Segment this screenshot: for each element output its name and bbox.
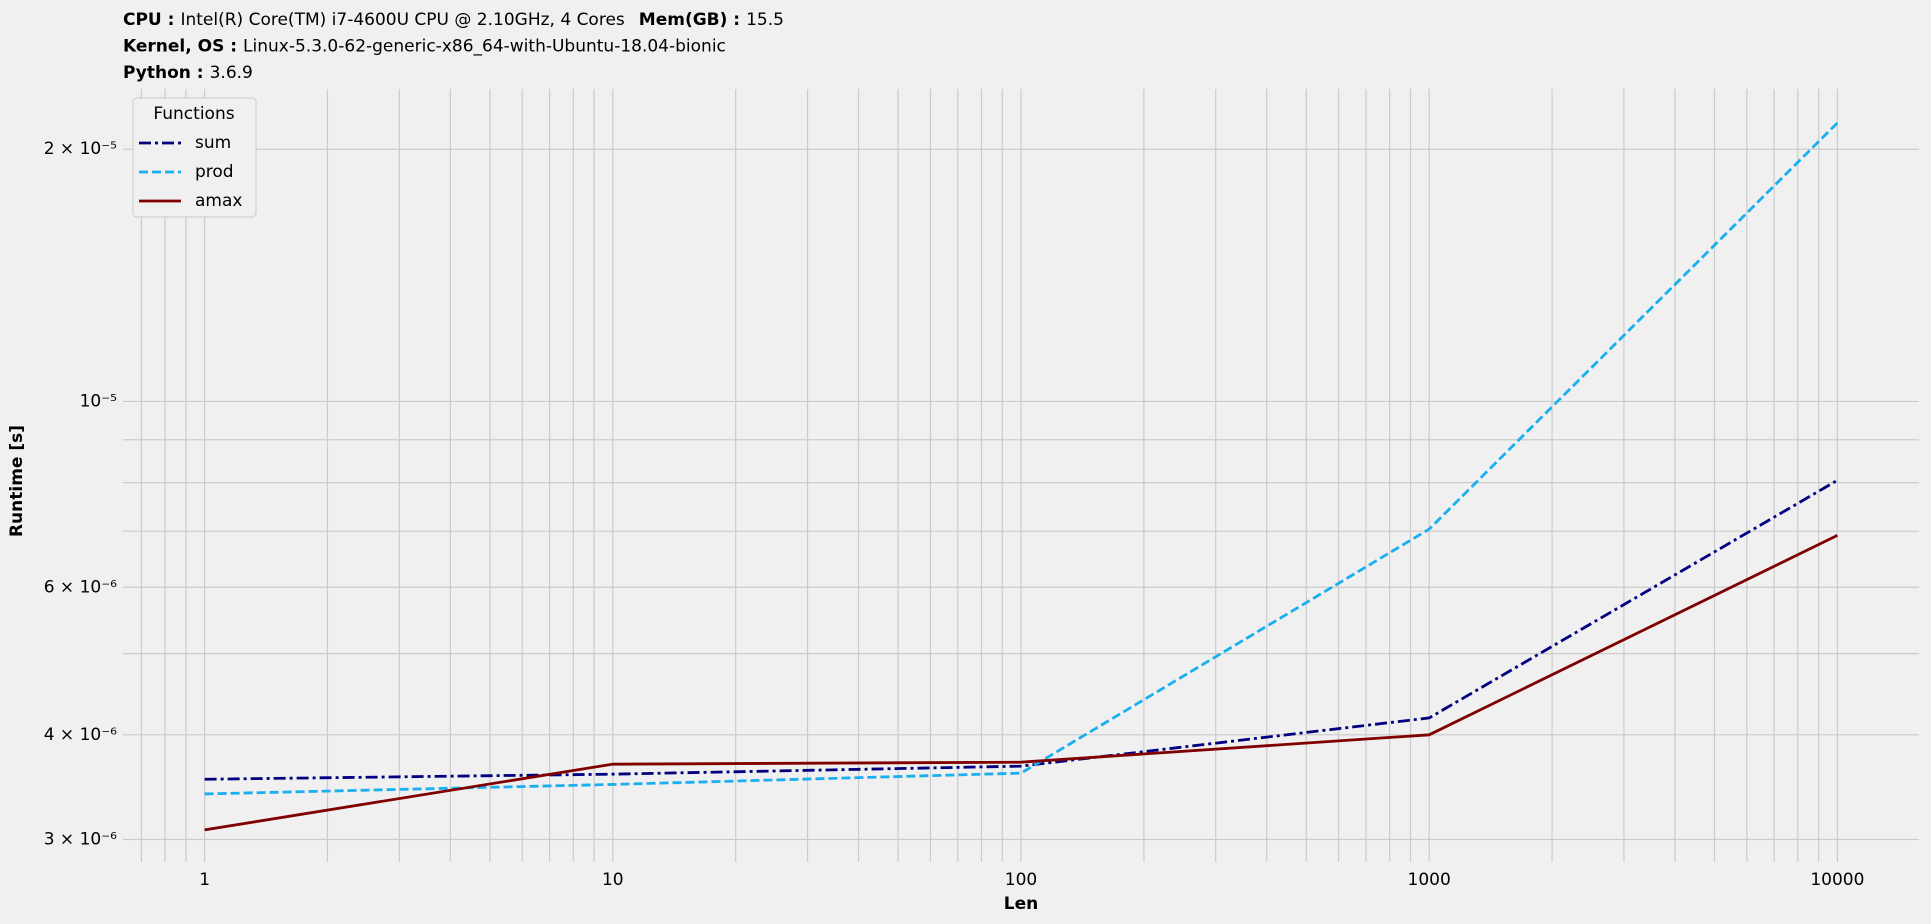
header-key: CPU : xyxy=(123,10,174,30)
header-key: Python : xyxy=(123,63,204,83)
series-line xyxy=(204,121,1839,796)
y-axis-label: Runtime [s] xyxy=(7,425,27,537)
x-tick-label: 10 xyxy=(602,870,624,890)
series-line xyxy=(204,534,1838,832)
y-tick-label: 6 × 10⁻⁶ xyxy=(44,577,117,597)
y-tick-label: 10⁻⁵ xyxy=(80,391,117,411)
header-line: CPU : Intel(R) Core(TM) i7-4600U CPU @ 2.… xyxy=(123,10,784,30)
x-tick-label: 1000 xyxy=(1408,870,1451,890)
series-line xyxy=(204,479,1839,781)
x-tick-label: 1 xyxy=(199,870,210,890)
x-tick-label: 100 xyxy=(1005,870,1037,890)
legend-box xyxy=(132,97,257,218)
header-value: 15.5 xyxy=(746,10,784,30)
legend-label: sum xyxy=(195,133,231,153)
header-key: Kernel, OS : xyxy=(123,37,237,57)
y-tick-label: 4 × 10⁻⁶ xyxy=(44,725,117,745)
y-tick-label: 3 × 10⁻⁶ xyxy=(44,829,117,849)
legend-label: amax xyxy=(195,191,242,211)
legend-label: prod xyxy=(195,162,234,182)
x-tick-label: 10000 xyxy=(1810,870,1864,890)
header-value: Linux-5.3.0-62-generic-x86_64-with-Ubunt… xyxy=(243,37,726,57)
x-axis-label: Len xyxy=(1004,894,1038,914)
header-value: Intel(R) Core(TM) i7-4600U CPU @ 2.10GHz… xyxy=(180,10,624,30)
y-tick-label: 2 × 10⁻⁵ xyxy=(44,139,117,159)
header-line: Python : 3.6.9 xyxy=(123,63,253,83)
legend-title: Functions xyxy=(153,104,234,124)
header-value: 3.6.9 xyxy=(210,63,253,83)
header-line: Kernel, OS : Linux-5.3.0-62-generic-x86_6… xyxy=(123,37,726,57)
header-key: Mem(GB) : xyxy=(639,10,740,30)
